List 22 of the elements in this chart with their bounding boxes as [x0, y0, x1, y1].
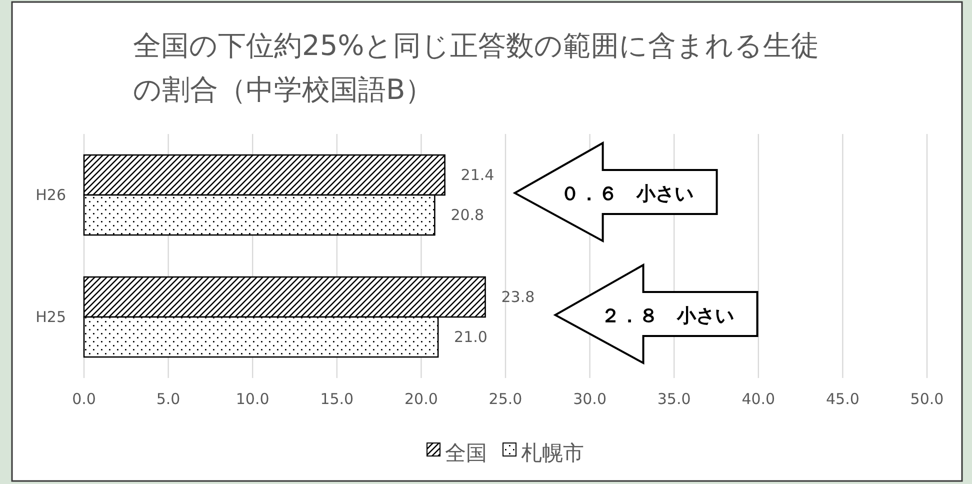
data-label: 21.4	[460, 166, 494, 184]
x-tick-label: 50.0	[910, 390, 944, 408]
x-tick-label: 10.0	[236, 390, 270, 408]
data-label: 20.8	[450, 206, 484, 224]
x-tick-label: 15.0	[320, 390, 354, 408]
legend-label: 札幌市	[521, 441, 584, 465]
x-tick-label: 0.0	[72, 390, 96, 408]
legend-label: 全国	[445, 441, 487, 465]
annotation: ２．８ 小さい	[600, 305, 734, 327]
y-tick-label: H25	[36, 308, 66, 326]
x-tick-label: 5.0	[156, 390, 180, 408]
x-tick-label: 30.0	[573, 390, 607, 408]
data-label: 23.8	[501, 288, 535, 306]
data-label: 21.0	[454, 328, 488, 346]
x-tick-label: 20.0	[404, 390, 438, 408]
x-tick-label: 25.0	[488, 390, 522, 408]
y-tick-label: H26	[36, 186, 66, 204]
annotation: ０．６ 小さい	[560, 183, 694, 205]
x-tick-label: 40.0	[742, 390, 776, 408]
title: 全国の下位約25%と同じ正答数の範囲に含まれる生徒の割合（中学校国語B）	[133, 29, 820, 106]
x-tick-label: 35.0	[657, 390, 691, 408]
x-tick-label: 45.0	[826, 390, 860, 408]
